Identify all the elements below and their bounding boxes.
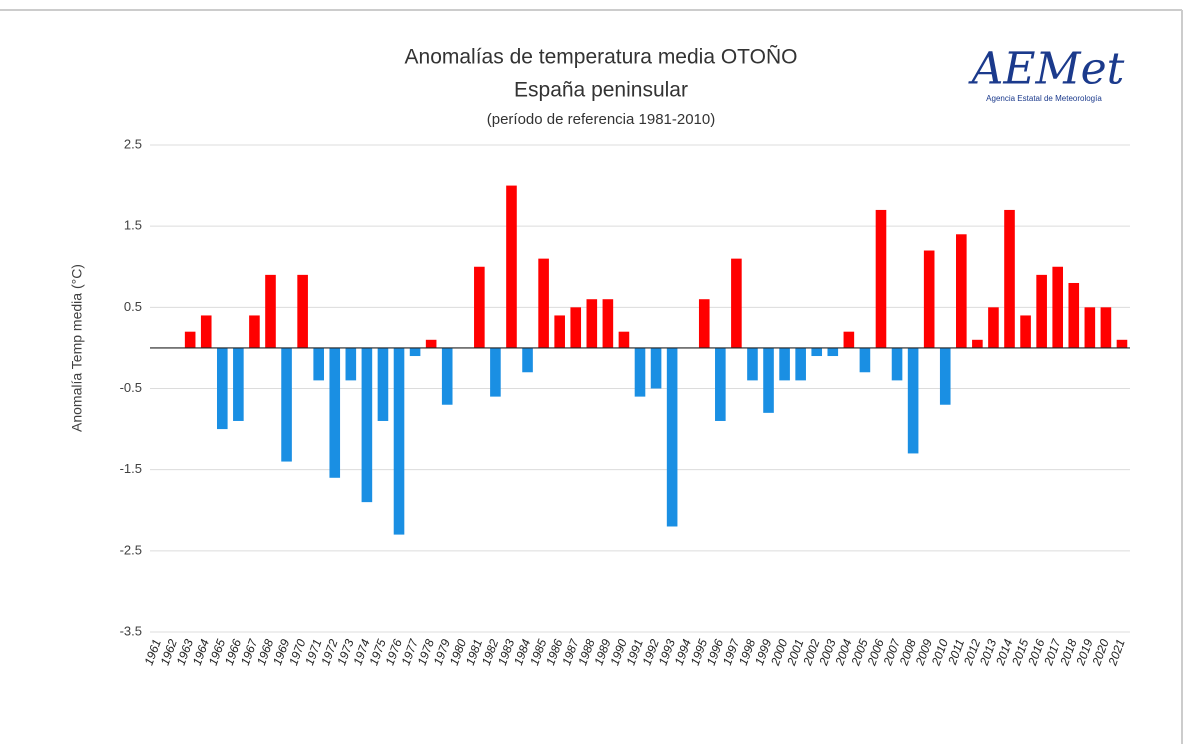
- bar: [490, 347, 501, 397]
- bar: [586, 299, 598, 348]
- bar: [1052, 266, 1064, 348]
- bar: [441, 347, 453, 405]
- bar: [988, 307, 999, 348]
- bar: [956, 234, 967, 348]
- bar: [731, 258, 742, 348]
- bar: [1020, 315, 1031, 348]
- bar: [233, 347, 244, 421]
- bar: [538, 258, 549, 348]
- bar: [843, 331, 855, 348]
- bar: [474, 266, 485, 348]
- bar: [634, 347, 646, 397]
- bar: [827, 347, 839, 357]
- bar: [763, 347, 774, 413]
- bar: [1036, 274, 1047, 348]
- bar: [939, 347, 951, 405]
- bar: [1100, 307, 1112, 348]
- logo-caption: Agencia Estatal de Meteorología: [986, 94, 1102, 103]
- y-axis-label: Anomalía Temp media (°C): [69, 264, 85, 432]
- bar: [715, 347, 726, 421]
- bar: [216, 347, 228, 430]
- bar: [1116, 339, 1128, 348]
- bar: [345, 347, 357, 381]
- bar: [618, 331, 630, 348]
- chart-title: Anomalías de temperatura media OTOÑO: [405, 45, 798, 69]
- chart-subtitle: España peninsular: [514, 79, 688, 102]
- bar: [200, 315, 212, 348]
- y-tick-label: 1.5: [124, 218, 142, 233]
- bar: [409, 347, 421, 357]
- y-tick-label: -2.5: [120, 542, 142, 557]
- bar: [972, 339, 983, 348]
- bar: [650, 347, 662, 389]
- bar: [377, 347, 389, 421]
- bar: [506, 185, 517, 348]
- bar: [875, 209, 887, 348]
- bar: [249, 315, 260, 348]
- bar: [698, 299, 710, 348]
- bar: [1004, 209, 1015, 348]
- bar: [859, 347, 871, 373]
- bar: [907, 347, 919, 454]
- y-tick-label: -3.5: [120, 623, 142, 638]
- bar: [891, 347, 903, 381]
- y-tick-label: -0.5: [120, 380, 142, 395]
- bar: [602, 299, 614, 348]
- bar: [313, 347, 324, 381]
- bar: [329, 347, 341, 478]
- bar: [265, 274, 276, 348]
- bar: [795, 347, 806, 381]
- bar: [281, 347, 292, 462]
- bar: [393, 347, 405, 535]
- bar: [554, 315, 565, 348]
- bar: [779, 347, 790, 381]
- bar: [425, 339, 437, 348]
- bar: [522, 347, 533, 373]
- bar: [1068, 282, 1080, 348]
- bar: [1084, 307, 1096, 348]
- bar: [811, 347, 823, 357]
- y-tick-label: 0.5: [124, 299, 142, 314]
- logo-text: AEMet: [968, 44, 1125, 95]
- bar: [666, 347, 678, 527]
- bar: [923, 250, 935, 348]
- bar: [297, 274, 308, 348]
- y-tick-label: -1.5: [120, 461, 142, 476]
- y-tick-label: 2.5: [124, 136, 142, 151]
- bar: [570, 307, 582, 348]
- bar: [184, 331, 196, 348]
- bar: [747, 347, 758, 381]
- chart-note: (período de referencia 1981-2010): [487, 111, 716, 128]
- bar: [361, 347, 373, 503]
